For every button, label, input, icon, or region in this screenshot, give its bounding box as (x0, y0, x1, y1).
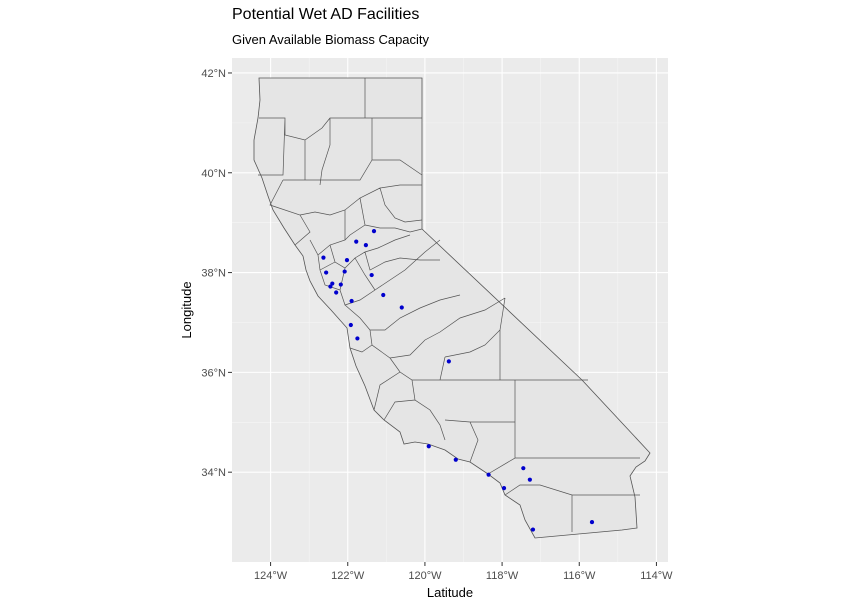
facility-point (369, 272, 374, 278)
x-tick-label: 114°W (640, 570, 673, 582)
x-tick-label: 120°W (408, 570, 442, 582)
y-tick-label: 36°N (201, 367, 226, 379)
county-lines (258, 78, 640, 532)
facility-point (521, 466, 526, 471)
facility-points (321, 229, 595, 532)
facility-point (589, 519, 595, 525)
facility-point (363, 243, 368, 248)
y-tick-label: 42°N (201, 68, 226, 80)
y-axis-title: Longitude (179, 281, 194, 338)
facility-point (426, 444, 431, 449)
facility-point (381, 292, 386, 298)
facility-point (355, 336, 360, 341)
california-counties-map (253, 77, 651, 539)
facility-point (344, 257, 350, 263)
facility-point (399, 305, 404, 310)
facility-point (328, 284, 333, 289)
y-tick-label: 38°N (201, 268, 226, 280)
facility-point (324, 270, 329, 275)
x-axis: 124°W 122°W 120°W 118°W 116°W 114°W (254, 562, 673, 582)
y-tick-label: 40°N (201, 168, 226, 180)
chart-subtitle: Given Available Biomass Capacity (232, 32, 430, 47)
facility-point (446, 359, 451, 364)
facility-point (330, 281, 335, 286)
facility-point (349, 298, 354, 304)
facility-point (453, 457, 458, 462)
facility-point (354, 239, 359, 244)
facility-point (334, 290, 339, 295)
facility-point (486, 472, 491, 477)
facility-point (501, 486, 507, 491)
x-tick-label: 118°W (486, 570, 519, 582)
x-tick-label: 124°W (254, 570, 288, 582)
x-tick-label: 116°W (563, 570, 596, 582)
x-axis-title: Latitude (427, 585, 473, 600)
state-outline (253, 77, 651, 539)
facility-point (371, 229, 377, 234)
facility-point (530, 527, 536, 532)
facility-point (342, 269, 347, 274)
y-axis: 34°N 36°N 38°N 40°N 42°N (201, 68, 232, 479)
facility-point (321, 255, 326, 260)
x-tick-label: 122°W (331, 570, 365, 582)
facility-point (527, 477, 532, 482)
facility-point (338, 282, 343, 287)
chart-title: Potential Wet AD Facilities (232, 6, 420, 23)
facility-point (348, 322, 353, 328)
y-tick-label: 34°N (201, 467, 226, 479)
